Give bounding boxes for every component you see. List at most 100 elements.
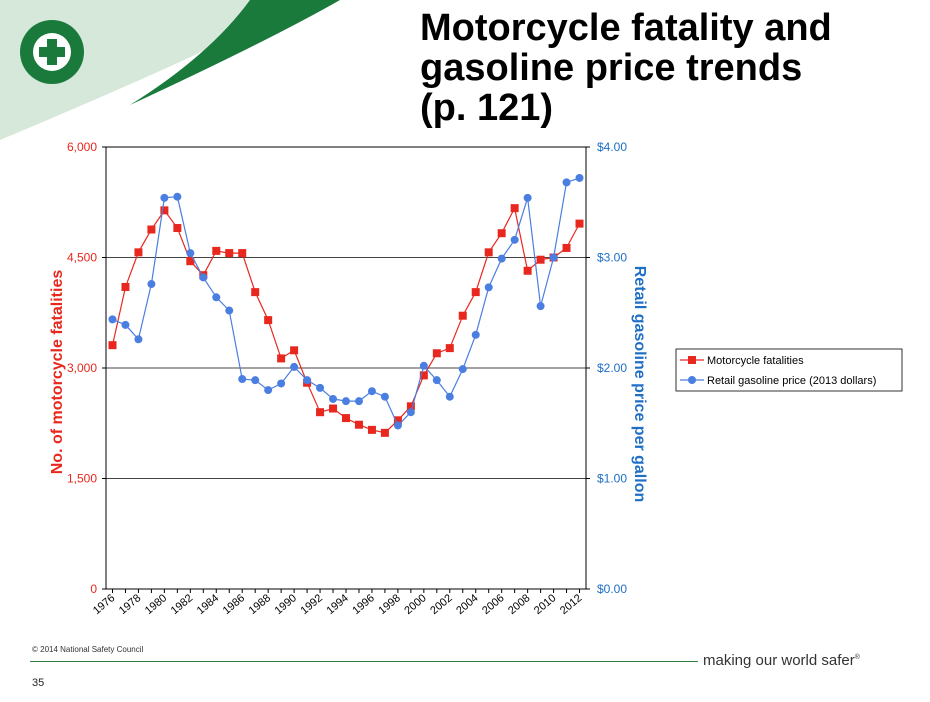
- data-point-fatalities: [523, 266, 532, 275]
- data-point-fatalities: [238, 249, 247, 258]
- data-point-fatalities: [316, 408, 325, 417]
- axes: 0 $0.00 1,500 $1.00 3,000 $2.00 4,500 $3.00 6,00…: [49, 140, 648, 617]
- data-point-gas-price: [173, 192, 182, 201]
- data-point-fatalities: [329, 404, 338, 413]
- right-axis-tick-label: $4.00: [597, 140, 627, 154]
- data-point-fatalities: [380, 428, 389, 437]
- data-point-gas-price: [264, 386, 273, 395]
- data-point-fatalities: [264, 316, 273, 325]
- x-axis-tick-label: 2006: [480, 592, 506, 617]
- left-axis-tick-label: 4,500: [67, 251, 97, 265]
- slide-title: Motorcycle fatality and gasoline price t…: [420, 7, 832, 129]
- data-point-fatalities: [108, 341, 117, 350]
- right-axis-tick-label: $3.00: [597, 251, 627, 265]
- x-axis-tick-label: 2000: [402, 592, 428, 617]
- tagline-text: making our world safer: [703, 652, 855, 669]
- legend-swatch-marker: [688, 356, 696, 364]
- x-axis-tick-label: 1988: [247, 592, 273, 617]
- data-point-gas-price: [316, 383, 325, 392]
- right-axis-tick-label: $0.00: [597, 582, 627, 596]
- data-point-fatalities: [458, 311, 467, 320]
- legend-box: [675, 348, 903, 392]
- data-point-fatalities: [212, 246, 221, 255]
- data-point-gas-price: [108, 315, 117, 324]
- right-axis-tick-label: $2.00: [597, 361, 627, 375]
- x-axis-tick-label: 1980: [143, 592, 169, 617]
- x-axis-tick-label: 1992: [299, 592, 325, 617]
- x-axis-tick-label: 1998: [376, 592, 402, 617]
- legend-swatch-marker: [688, 376, 696, 384]
- nsc-logo-graphic: [20, 20, 84, 84]
- data-point-gas-price: [432, 376, 441, 385]
- legend-label: Motorcycle fatalities: [707, 355, 804, 367]
- data-point-fatalities: [445, 344, 454, 353]
- data-point-fatalities: [484, 248, 493, 257]
- left-axis-title: No. of motorcycle fatalities: [49, 270, 66, 475]
- data-point-gas-price: [303, 376, 312, 385]
- data-point-gas-price: [238, 375, 247, 384]
- data-point-gas-price: [342, 397, 350, 406]
- data-point-fatalities: [147, 225, 156, 234]
- data-point-fatalities: [497, 229, 506, 238]
- legend-label: Retail gasoline price (2013 dollars): [707, 375, 876, 387]
- data-point-gas-price: [575, 173, 584, 182]
- data-point-gas-price: [471, 330, 480, 339]
- data-point-gas-price: [354, 397, 363, 406]
- data-point-gas-price: [225, 306, 234, 315]
- data-point-fatalities: [419, 371, 428, 380]
- data-point-gas-price: [212, 293, 221, 302]
- data-point-fatalities: [575, 219, 584, 228]
- data-point-fatalities: [393, 416, 402, 425]
- left-axis-tick-label: 3,000: [67, 361, 97, 375]
- data-point-gas-price: [419, 361, 428, 370]
- x-axis-tick-label: 2010: [532, 592, 558, 617]
- data-point-gas-price: [536, 302, 545, 311]
- x-axis-tick-label: 1978: [117, 592, 143, 617]
- data-point-gas-price: [186, 249, 195, 258]
- data-point-fatalities: [186, 257, 195, 266]
- gridlines: [106, 146, 586, 479]
- series-plot: [108, 173, 584, 437]
- x-axis-tick-label: 2002: [428, 592, 454, 617]
- data-point-gas-price: [290, 362, 299, 371]
- x-axis-tick-label: 1984: [195, 592, 221, 617]
- data-point-gas-price: [406, 408, 415, 417]
- data-point-fatalities: [121, 282, 130, 291]
- copyright-text: © 2014 National Safety Council: [32, 645, 144, 654]
- x-axis-tick-label: 1986: [221, 592, 247, 617]
- data-point-gas-price: [251, 376, 260, 385]
- data-point-fatalities: [471, 288, 480, 297]
- data-point-fatalities: [432, 349, 441, 358]
- data-point-gas-price: [160, 193, 169, 202]
- data-point-fatalities: [134, 248, 143, 257]
- data-point-gas-price: [147, 280, 156, 289]
- data-point-gas-price: [134, 335, 143, 344]
- legend: Motorcycle fatalities Retail gasoline pri…: [675, 348, 903, 392]
- data-point-gas-price: [458, 365, 467, 374]
- swoosh-green-band: [130, 0, 340, 105]
- slide-number: 35: [32, 677, 45, 689]
- x-axis-tick-label: 2004: [454, 592, 480, 617]
- data-point-fatalities: [510, 204, 519, 213]
- data-point-fatalities: [225, 249, 234, 258]
- right-axis-title: Retail gasoline price per gallon: [631, 266, 648, 503]
- data-point-gas-price: [367, 387, 376, 396]
- data-point-fatalities: [562, 243, 571, 252]
- data-point-gas-price: [329, 394, 338, 403]
- data-point-fatalities: [342, 414, 350, 423]
- x-axis-tick-label: 1990: [273, 592, 299, 617]
- footer-divider: [30, 661, 698, 662]
- series-line: [112, 177, 580, 427]
- data-point-fatalities: [277, 354, 286, 363]
- right-axis-tick-label: $1.00: [597, 472, 627, 486]
- data-point-gas-price: [497, 254, 506, 263]
- tagline-registered-mark: ®: [854, 654, 860, 661]
- data-point-fatalities: [290, 346, 299, 355]
- data-point-gas-price: [199, 273, 208, 282]
- data-point-fatalities: [160, 206, 169, 215]
- data-point-gas-price: [510, 235, 519, 244]
- data-point-fatalities: [536, 255, 545, 264]
- data-point-fatalities: [251, 288, 260, 297]
- nsc-logo: [18, 18, 86, 86]
- data-point-fatalities: [367, 425, 376, 434]
